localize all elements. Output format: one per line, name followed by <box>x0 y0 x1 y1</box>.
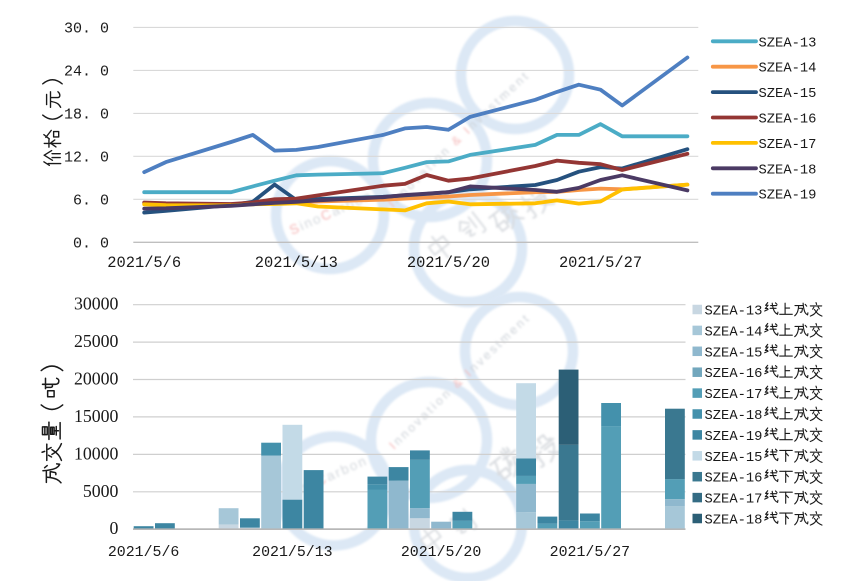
svg-text:SZEA-16: SZEA-16 <box>705 367 763 382</box>
svg-text:2021/5/20: 2021/5/20 <box>407 254 490 272</box>
svg-text:SZEA-17: SZEA-17 <box>705 493 763 508</box>
svg-text:0. 0: 0. 0 <box>73 235 109 252</box>
svg-text:12. 0: 12. 0 <box>64 149 109 166</box>
svg-text:SZEA-15: SZEA-15 <box>705 346 763 361</box>
svg-text:SZEA-18: SZEA-18 <box>759 163 817 178</box>
svg-text:5000: 5000 <box>83 481 119 501</box>
svg-text:2021/5/6: 2021/5/6 <box>108 545 180 561</box>
svg-text:2021/5/13: 2021/5/13 <box>252 545 332 561</box>
svg-text:2021/5/6: 2021/5/6 <box>107 254 181 272</box>
svg-text:10000: 10000 <box>74 443 119 463</box>
svg-text:SZEA-18: SZEA-18 <box>705 409 763 424</box>
svg-text:2021/5/27: 2021/5/27 <box>550 545 630 561</box>
svg-text:SZEA-14: SZEA-14 <box>759 62 817 77</box>
svg-text:SZEA-17: SZEA-17 <box>759 138 817 153</box>
svg-text:20000: 20000 <box>74 369 119 389</box>
svg-text:30. 0: 30. 0 <box>64 20 109 37</box>
svg-text:25000: 25000 <box>74 331 119 351</box>
svg-text:6. 0: 6. 0 <box>73 192 109 209</box>
svg-text:15000: 15000 <box>74 406 119 426</box>
svg-text:SZEA-16: SZEA-16 <box>759 113 817 128</box>
svg-text:SZEA-14: SZEA-14 <box>705 325 763 340</box>
svg-text:30000: 30000 <box>74 294 119 314</box>
svg-text:2021/5/20: 2021/5/20 <box>401 545 481 561</box>
svg-text:24. 0: 24. 0 <box>64 63 109 80</box>
svg-text:18. 0: 18. 0 <box>64 106 109 123</box>
svg-text:2021/5/27: 2021/5/27 <box>559 254 642 272</box>
svg-text:0: 0 <box>110 518 119 538</box>
svg-text:SZEA-19: SZEA-19 <box>705 430 763 445</box>
svg-text:SZEA-13: SZEA-13 <box>759 36 817 51</box>
svg-text:SZEA-17: SZEA-17 <box>705 388 763 403</box>
svg-text:SZEA-18: SZEA-18 <box>705 514 763 529</box>
svg-text:SZEA-15: SZEA-15 <box>759 87 817 102</box>
svg-text:2021/5/13: 2021/5/13 <box>255 254 338 272</box>
svg-text:SZEA-19: SZEA-19 <box>759 189 817 204</box>
svg-text:SZEA-15: SZEA-15 <box>705 451 763 466</box>
svg-text:SZEA-16: SZEA-16 <box>705 472 763 487</box>
svg-text:SZEA-13: SZEA-13 <box>705 305 763 320</box>
